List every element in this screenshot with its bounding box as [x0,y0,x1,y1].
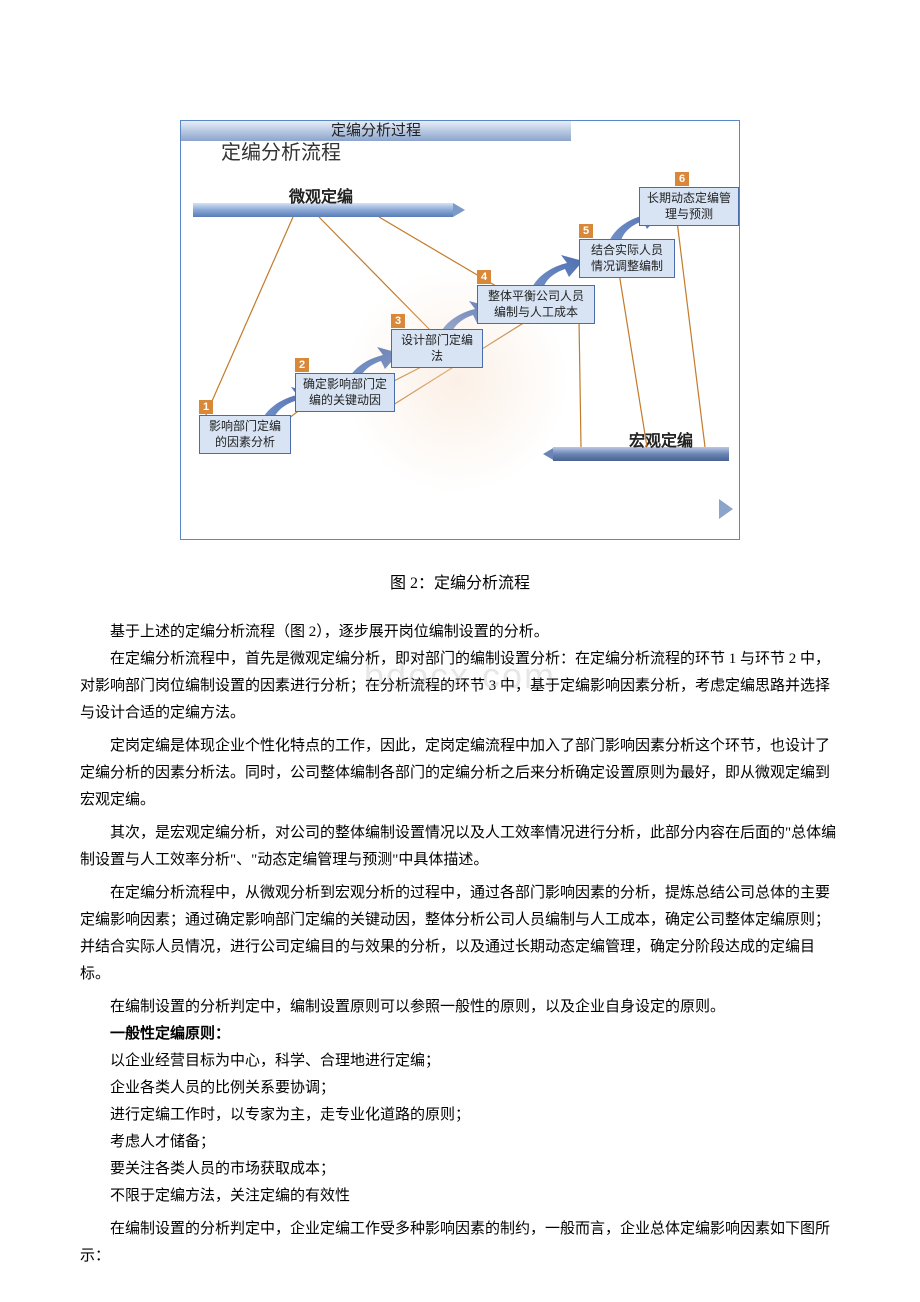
arrow-head [719,499,733,519]
step-box: 结合实际人员 情况调整编制 [579,239,675,278]
principle-item: 不限于定编方法，关注定编的有效性 [80,1183,840,1210]
figure-caption: 图 2：定编分析流程 [0,570,920,599]
paragraph: 在定编分析流程中，首先是微观定编分析，即对部门的编制设置分析：在定编分析流程的环… [80,646,840,727]
step-box: 确定影响部门定 编的关键动因 [295,373,395,412]
step-box: 设计部门定编 法 [391,329,483,368]
paragraph: 在定编分析流程中，从微观分析到宏观分析的过程中，通过各部门影响因素的分析，提炼总… [80,880,840,988]
step-box: 长期动态定编管 理与预测 [639,187,739,226]
principle-item: 要关注各类人员的市场获取成本； [80,1156,840,1183]
step-number: 2 [295,358,309,372]
section-heading: 一般性定编原则： [80,1021,840,1048]
paragraph: 基于上述的定编分析流程（图 2），逐步展开岗位编制设置的分析。 [80,619,840,646]
micro-label: 微观定编 [289,184,353,213]
principle-item: 考虑人才储备； [80,1129,840,1156]
principle-item: 以企业经营目标为中心，科学、合理地进行定编； [80,1048,840,1075]
paragraph: 其次，是宏观定编分析，对公司的整体编制设置情况以及人工效率情况进行分析，此部分内… [80,820,840,874]
principle-item: 企业各类人员的比例关系要协调； [80,1075,840,1102]
paragraph: 在编制设置的分析判定中，企业定编工作受多种影响因素的制约，一般而言，企业总体定编… [80,1216,840,1270]
step-number: 6 [675,172,689,186]
macro-label: 宏观定编 [629,428,693,457]
principle-item: 进行定编工作时，以专家为主，走专业化道路的原则； [80,1102,840,1129]
content-body: 基于上述的定编分析流程（图 2），逐步展开岗位编制设置的分析。 在定编分析流程中… [80,619,840,1270]
step-number: 5 [579,224,593,238]
step-number: 1 [199,400,213,414]
flowchart-diagram: 定编分析流程 微观定编 宏观定编 定编分析过程 1影响部门定编 的因素分析2确定… [180,120,740,540]
step-number: 3 [391,314,405,328]
diagram-title: 定编分析流程 [221,135,341,171]
step-box: 整体平衡公司人员 编制与人工成本 [477,285,595,324]
paragraph: 定岗定编是体现企业个性化特点的工作，因此，定岗定编流程中加入了部门影响因素分析这… [80,733,840,814]
step-number: 4 [477,270,491,284]
paragraph: 在编制设置的分析判定中，编制设置原则可以参照一般性的原则，以及企业自身设定的原则… [80,994,840,1021]
step-box: 影响部门定编 的因素分析 [199,415,291,454]
arrow-tail [453,203,465,217]
